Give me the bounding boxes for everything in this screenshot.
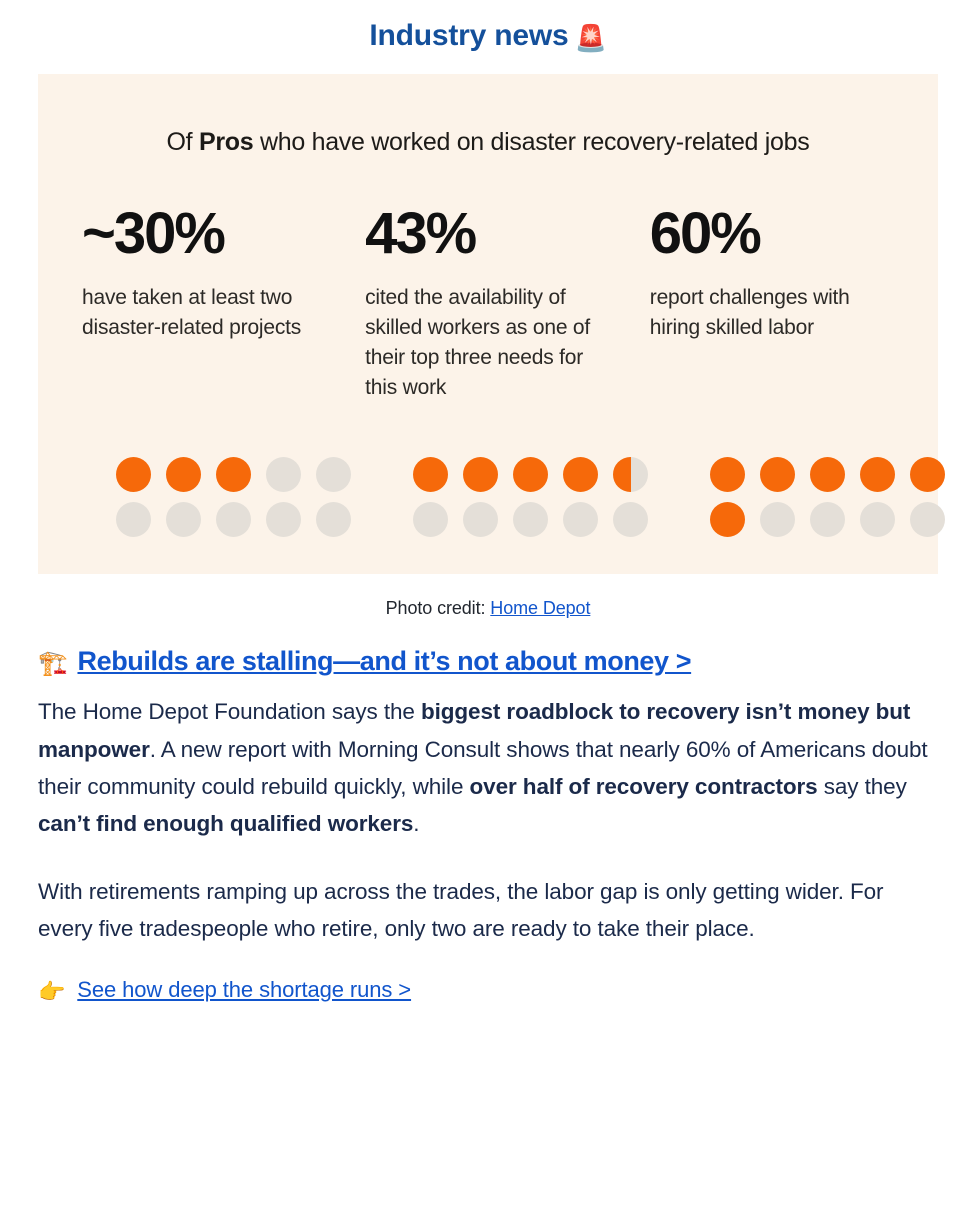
article-paragraph-2: With retirements ramping up across the t… [38,878,884,941]
waffle-dot-filled [513,457,548,493]
infographic-heading-bold: Pros [198,128,254,157]
stat-column-2: 43% cited the availability of skilled wo… [351,205,622,402]
stat-column-3: 60% report challenges with hiring skille… [622,205,894,402]
waffle-dot-empty [810,502,845,538]
article-paragraph-1: The Home Depot Foundation says the bigge… [38,693,938,842]
stat-column-1: ~30% have taken at least two disaster-re… [82,205,351,402]
stat-value-3: 60% [649,201,762,267]
stat-value-2: 43% [365,201,477,267]
waffle-dot-filled [166,457,201,493]
paragraph1-bold2: over half of recovery contractors [469,773,818,799]
waffle-dot-filled [710,502,745,538]
waffle-dot-filled [563,457,598,493]
waffle-dot-empty [910,502,945,538]
waffle-dot-empty [463,502,498,538]
waffle-chart-1 [116,457,366,547]
paragraph1-part4: . [413,811,420,837]
waffle-dot-empty [860,502,895,538]
paragraph1-bold3: can’t find enough qualified workers [38,811,414,837]
waffle-dot-empty [116,502,151,538]
pointing-right-icon: 👉 [38,979,66,1005]
stats-row: ~30% have taken at least two disaster-re… [78,205,898,402]
waffle-dot-empty [316,502,351,538]
infographic-panel: Of Pros who have worked on disaster reco… [38,74,945,575]
waffle-dot-empty [266,457,301,493]
waffle-dot-filled [463,457,498,493]
waffle-dot-empty [413,502,448,538]
waffle-dot-empty [513,502,548,538]
article-headline: 🏗️ Rebuilds are stalling—and it’s not abo… [38,645,938,679]
waffle-dot-filled [860,457,895,493]
article-block: 🏗️ Rebuilds are stalling—and it’s not abo… [38,645,938,1005]
waffle-dot-empty [613,502,648,538]
waffle-dot-filled [116,457,151,493]
infographic-heading-suffix: who have worked on disaster recovery-rel… [253,128,810,157]
photo-credit: Photo credit: Home Depot [0,598,976,619]
page-title-text: Industry news [369,19,569,52]
photo-credit-label: Photo credit: [385,598,486,619]
stat-description-3: report challenges with hiring skilled la… [649,286,850,339]
waffle-dot-empty [166,502,201,538]
waffle-dot-filled [413,457,448,493]
paragraph1-part1: The Home Depot Foundation says the [38,699,421,725]
waffle-dot-filled [710,457,745,493]
paragraph1-part2: . A new report with Morning Consult show… [38,736,928,799]
paragraph1-bold1: biggest roadblock to recovery isn’t mone… [38,699,911,762]
stat-description-2: cited the availability of skilled worker… [365,286,591,399]
infographic-heading-prefix: Of [166,128,199,157]
article-headline-link[interactable]: Rebuilds are stalling—and it’s not about… [77,646,692,677]
waffle-dot-filled [216,457,251,493]
page-title: Industry news 🚨 [0,0,976,60]
waffle-chart-3 [710,457,960,547]
waffle-dot-half [613,457,648,493]
photo-credit-link[interactable]: Home Depot [490,598,591,619]
article-cta: 👉 See how deep the shortage runs > [38,977,938,1005]
waffle-dot-filled [760,457,795,493]
waffle-dot-empty [266,502,301,538]
article-cta-link[interactable]: See how deep the shortage runs > [77,977,412,1003]
waffle-dot-filled [910,457,945,493]
stat-value-1: ~30% [82,201,226,267]
paragraph1-part3: say they [817,773,907,799]
waffle-chart-2 [413,457,663,547]
waffle-dot-empty [216,502,251,538]
stat-description-1: have taken at least two disaster-related… [82,286,302,339]
waffle-dot-filled [810,457,845,493]
rotating-light-icon: 🚨 [574,23,607,53]
waffle-dot-empty [316,457,351,493]
infographic-heading: Of Pros who have worked on disaster reco… [78,128,898,157]
waffle-dot-empty [563,502,598,538]
waffle-dot-empty [760,502,795,538]
construction-crane-icon: 🏗️ [38,650,68,678]
